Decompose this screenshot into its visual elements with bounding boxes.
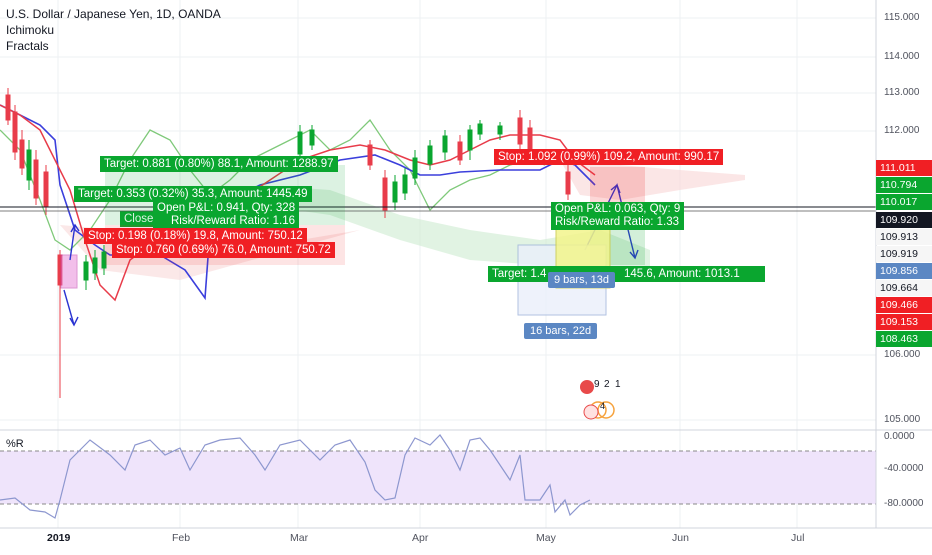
oscillator-label[interactable]: %R [6, 438, 24, 450]
grid [0, 0, 876, 528]
price-label: 114.000 [884, 51, 920, 62]
tenkan-line [0, 104, 596, 302]
event-count: 9 [594, 379, 600, 390]
target-text-b: 145.6, Amount: 1013.1 [624, 268, 740, 280]
target-label-3[interactable]: Target: 1.4 145.6, Amount: 1013.1 [488, 266, 765, 282]
event-count: 4 [600, 401, 606, 411]
stop-label-3[interactable]: Stop: 1.092 (0.99%) 109.2, Amount: 990.1… [494, 149, 724, 165]
target-label-1[interactable]: Target: 0.881 (0.80%) 88.1, Amount: 1288… [100, 156, 338, 172]
time-label: Apr [412, 532, 429, 544]
price-tag-target: 108.463 [876, 331, 932, 347]
event-count: 2 [604, 379, 610, 390]
price-tag-entry: 110.017 [876, 194, 932, 210]
price-label: 105.000 [884, 414, 921, 425]
short-stop-zone [590, 167, 645, 207]
date-range-label-outer[interactable]: 16 bars, 22d [524, 323, 598, 339]
price-tag-stop: 109.466 [876, 297, 932, 313]
time-label: Jun [672, 532, 689, 544]
stop-label-1[interactable]: Stop: 0.198 (0.18%) 19.8, Amount: 750.12 [84, 228, 307, 244]
event-icons[interactable] [580, 380, 615, 420]
highlight-box[interactable] [60, 254, 78, 289]
williams-r-line [0, 434, 591, 519]
price-tag-stop: 109.153 [876, 314, 932, 330]
ichimoku-cloud-red-2 [560, 160, 745, 200]
osc-axis-label: -80.0000 [884, 498, 924, 509]
candlesticks [5, 88, 571, 398]
rr-text: Risk/Reward Ratio: 1.16 [171, 215, 295, 227]
price-label: 112.000 [884, 125, 920, 136]
price-tag-level: 109.913 [876, 229, 932, 245]
target-label-2[interactable]: Target: 0.353 (0.32%) 35.3, Amount: 1445… [74, 186, 312, 202]
date-range-label-inner[interactable]: 9 bars, 13d [548, 272, 616, 288]
stop-label-2[interactable]: Stop: 0.760 (0.69%) 76.0, Amount: 750.72 [112, 242, 335, 258]
event-count: 1 [615, 379, 621, 390]
price-tag-range: 109.856 [876, 263, 932, 279]
time-label: 2019 [47, 532, 71, 544]
price-tag-target: 110.794 [876, 177, 932, 193]
osc-axis-label: -40.0000 [884, 463, 924, 474]
price-label: 113.000 [884, 87, 920, 98]
target-text-a: Target: 1.4 [492, 268, 547, 280]
price-label: 106.000 [884, 349, 921, 360]
time-label: Mar [290, 532, 309, 544]
indicator-fractals[interactable]: Fractals [6, 39, 49, 53]
symbol-title[interactable]: U.S. Dollar / Japanese Yen, 1D, OANDA [6, 7, 221, 21]
rr-text: Risk/Reward Ratio: 1.33 [555, 216, 679, 228]
price-tag-current: 109.920 [876, 212, 932, 228]
open-pl-text: Open P&L: 0.063, Qty: 9 [555, 203, 681, 215]
chart-legend: U.S. Dollar / Japanese Yen, 1D, OANDA Ic… [6, 6, 221, 54]
time-label: May [536, 532, 556, 544]
time-label: Jul [791, 532, 805, 544]
open-pl-text: Open P&L: 0.941, Qty: 328 [157, 202, 296, 214]
osc-band [0, 451, 876, 504]
time-label: Feb [172, 532, 191, 544]
price-tag-level: 109.919 [876, 246, 932, 262]
osc-axis-label: 0.0000 [884, 431, 915, 442]
open-pl-label-1[interactable]: Open P&L: 0.941, Qty: 328 Risk/Reward Ra… [153, 201, 300, 229]
price-tag-stop: 111.011 [876, 160, 932, 176]
open-pl-label-2[interactable]: Open P&L: 0.063, Qty: 9 Risk/Reward Rati… [551, 202, 685, 230]
price-tag-level: 109.664 [876, 280, 932, 296]
price-label: 115.000 [884, 12, 920, 23]
indicator-ichimoku[interactable]: Ichimoku [6, 23, 55, 37]
